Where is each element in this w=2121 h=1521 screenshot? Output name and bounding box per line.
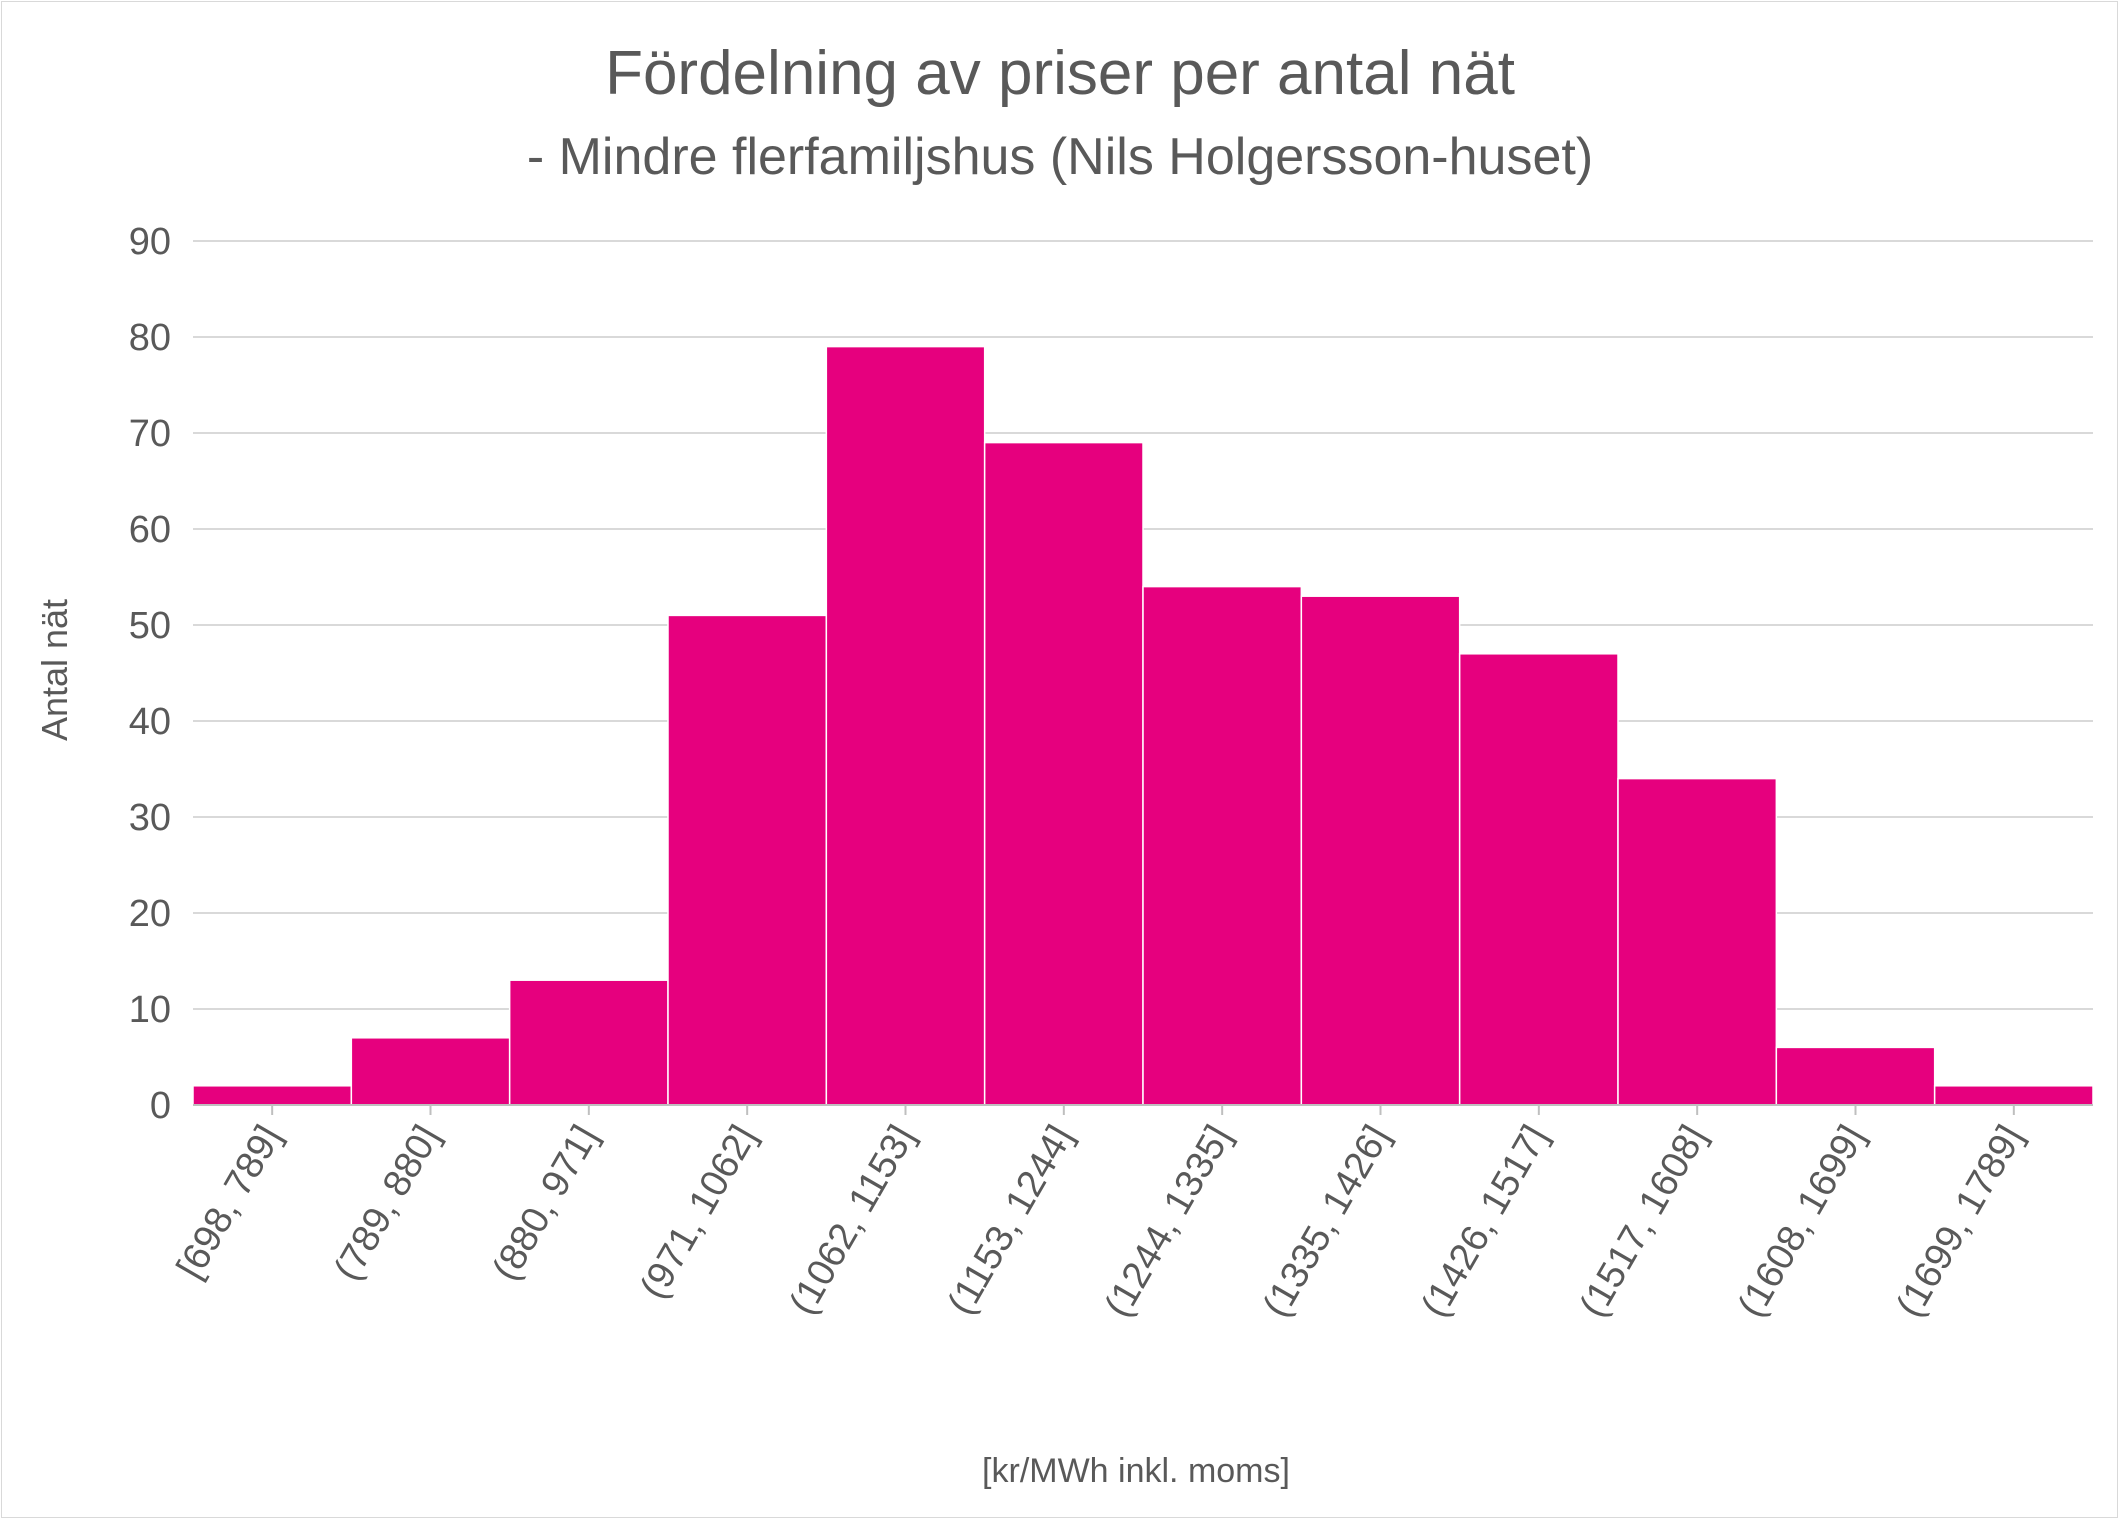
x-axis-label: [kr/MWh inkl. moms] [982,1452,1290,1490]
y-tick-label: 50 [129,605,171,647]
y-tick-label: 90 [129,221,171,263]
x-tick-label: (1153, 1244] [940,1119,1082,1322]
bar-0 [192,1085,353,1106]
y-tick-label: 10 [129,989,171,1031]
x-tick-label: (971, 1062] [632,1119,765,1307]
x-tick-label: [698, 789] [169,1119,290,1286]
y-tick-label: 40 [129,701,171,743]
x-tick-label: (1426, 1517] [1414,1119,1557,1325]
bar-2 [508,979,669,1106]
bar-7 [1300,595,1461,1106]
y-tick-label: 0 [150,1085,171,1127]
x-tick-label: (1699, 1789] [1889,1119,2032,1325]
y-tick-label: 80 [129,317,171,359]
chart-title: Fördelning av priser per antal nät [605,39,1515,108]
x-tick-label: (1335, 1426] [1255,1119,1398,1325]
x-tick-label: (1062, 1153] [782,1119,924,1322]
x-tick-label: (1517, 1608] [1572,1119,1715,1325]
bar-8 [1458,653,1619,1106]
bar-3 [667,614,828,1106]
bar-6 [1142,585,1303,1106]
bar-11 [1933,1085,2094,1106]
x-tick-label: (880, 971] [485,1119,607,1288]
bar-4 [825,345,986,1106]
y-axis-label: Antal nät [34,599,75,741]
y-axis-ticks: 0 10 20 30 40 50 60 70 80 90 [129,221,171,1127]
bar-1 [350,1037,511,1106]
x-axis-ticks: [698, 789] (789, 880] (880, 971] (971, 1062… [169,1119,2032,1325]
x-tick-label: (789, 880] [326,1119,448,1288]
bar-9 [1617,777,1778,1106]
bar-5 [983,441,1144,1106]
y-tick-label: 20 [129,893,171,935]
x-tick-label: (1244, 1335] [1097,1119,1240,1325]
y-tick-label: 60 [129,509,171,551]
x-tick-label: (1608, 1699] [1730,1119,1873,1325]
y-tick-label: 70 [129,413,171,455]
x-axis [193,1104,2093,1115]
bar-10 [1775,1046,1936,1106]
bars [192,345,2094,1106]
y-tick-label: 30 [129,797,171,839]
chart-subtitle: - Mindre flerfamiljshus (Nils Holgersson… [527,128,1593,186]
